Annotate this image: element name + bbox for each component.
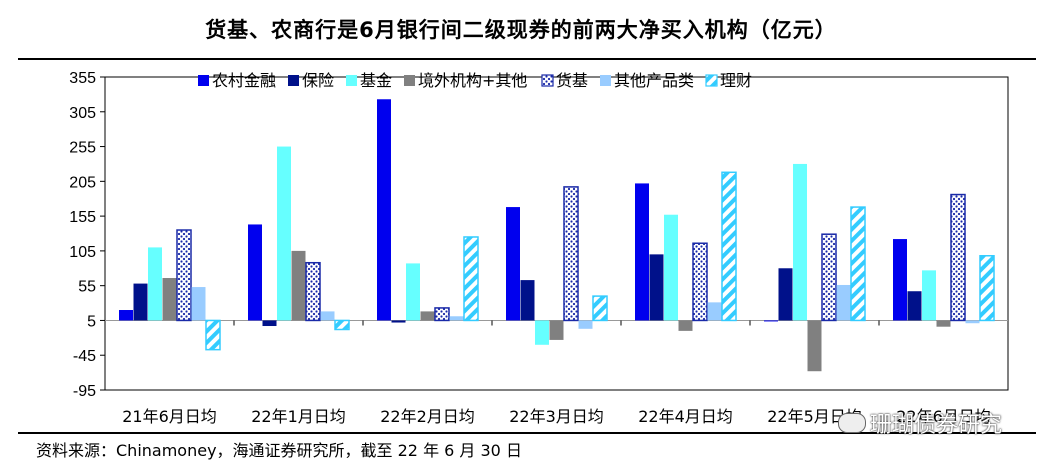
y-tick-label: 155 — [69, 209, 96, 226]
bar-理财 — [463, 236, 479, 322]
chart-title: 货基、农商行是6月银行间二级现券的前两大净买入机构（亿元） — [205, 18, 837, 42]
legend-swatch — [705, 74, 718, 87]
chart-title-bar: 货基、农商行是6月银行间二级现券的前两大净买入机构（亿元） — [0, 0, 1042, 58]
bar-货基 — [176, 229, 192, 322]
bar-境外机构+其他 — [162, 278, 177, 321]
bar-保险 — [907, 291, 922, 321]
bar-基金 — [406, 263, 420, 321]
bar-境外机构+其他 — [549, 320, 564, 340]
title-divider — [18, 58, 1036, 60]
source-note: 资料来源：Chinamoney，海通证券研究所，截至 22 年 6 月 30 日 — [36, 441, 522, 460]
bar-理财 — [721, 171, 737, 322]
y-tick-label: 255 — [69, 140, 96, 157]
legend-label: 理财 — [720, 71, 752, 90]
bar-基金 — [148, 247, 162, 321]
bar-农村金融 — [119, 310, 133, 321]
bar-农村金融 — [635, 183, 649, 321]
y-tick-label: -95 — [73, 383, 96, 400]
bar-基金 — [793, 163, 807, 321]
legend-label: 其他产品类 — [614, 71, 694, 90]
watermark: 珊瑚债券研究 — [838, 407, 1002, 439]
bar-理财 — [592, 295, 608, 322]
legend-label: 境外机构+其他 — [418, 71, 527, 90]
x-tick-label: 22年4月日均 — [638, 407, 733, 426]
bar-基金 — [664, 214, 678, 321]
bar-境外机构+其他 — [420, 311, 435, 321]
bar-货基 — [305, 261, 321, 322]
bar-货基 — [692, 242, 708, 322]
bar-保险 — [520, 280, 535, 321]
legend-swatch — [600, 75, 611, 86]
bar-保险 — [262, 320, 277, 327]
bar-理财 — [334, 319, 350, 331]
bar-理财 — [850, 206, 866, 322]
bar-境外机构+其他 — [807, 320, 822, 372]
bar-货基 — [821, 233, 837, 322]
bar-其他产品类 — [320, 311, 335, 321]
footer-divider — [18, 432, 1036, 434]
y-tick-label: 5 — [87, 313, 96, 330]
wechat-logo-icon — [838, 413, 866, 433]
x-tick-label: 22年1月日均 — [251, 407, 346, 426]
bar-农村金融 — [248, 224, 262, 321]
bar-其他产品类 — [707, 302, 722, 321]
bar-基金 — [277, 146, 291, 321]
bar-基金 — [922, 270, 936, 321]
bar-境外机构+其他 — [936, 320, 951, 327]
bar-保险 — [391, 320, 406, 323]
bar-其他产品类 — [836, 284, 851, 321]
bar-保险 — [778, 268, 793, 321]
bar-其他产品类 — [578, 320, 593, 329]
y-tick-label: 105 — [69, 244, 96, 261]
bar-货基 — [950, 193, 966, 322]
bar-境外机构+其他 — [678, 320, 693, 331]
bar-其他产品类 — [449, 316, 464, 321]
bar-理财 — [979, 255, 995, 322]
bar-基金 — [535, 320, 549, 345]
legend-swatch — [541, 74, 554, 87]
y-tick-label: 55 — [78, 279, 96, 296]
x-tick-label: 21年6月日均 — [122, 407, 217, 426]
plot-frame — [104, 76, 1009, 391]
watermark-text: 珊瑚债券研究 — [870, 413, 1003, 438]
bar-农村金融 — [506, 207, 520, 321]
bar-理财 — [205, 319, 221, 351]
x-tick-label: 22年3月日均 — [509, 407, 604, 426]
bar-其他产品类 — [191, 287, 206, 321]
y-tick-label: 205 — [69, 174, 96, 191]
legend-label: 保险 — [302, 71, 334, 90]
y-tick-label: 355 — [69, 70, 96, 87]
legend-label: 基金 — [360, 71, 392, 90]
bar-货基 — [434, 307, 450, 322]
bar-农村金融 — [893, 239, 907, 321]
bar-货基 — [563, 186, 579, 322]
x-tick-label: 22年6月日均 — [896, 407, 991, 426]
bar-保险 — [133, 283, 148, 321]
legend-swatch — [346, 75, 357, 86]
legend-label: 货基 — [556, 71, 588, 90]
bar-境外机构+其他 — [291, 250, 306, 321]
legend-label: 农村金融 — [212, 71, 276, 90]
bar-农村金融 — [764, 320, 778, 322]
legend-swatch — [198, 75, 209, 86]
y-tick-label: -45 — [73, 348, 96, 365]
bar-其他产品类 — [965, 320, 980, 324]
legend-swatch — [288, 75, 299, 86]
legend-swatch — [404, 75, 415, 86]
bar-农村金融 — [377, 99, 391, 321]
x-tick-label: 22年2月日均 — [380, 407, 475, 426]
bar-保险 — [649, 254, 664, 321]
y-tick-label: 305 — [69, 105, 96, 122]
